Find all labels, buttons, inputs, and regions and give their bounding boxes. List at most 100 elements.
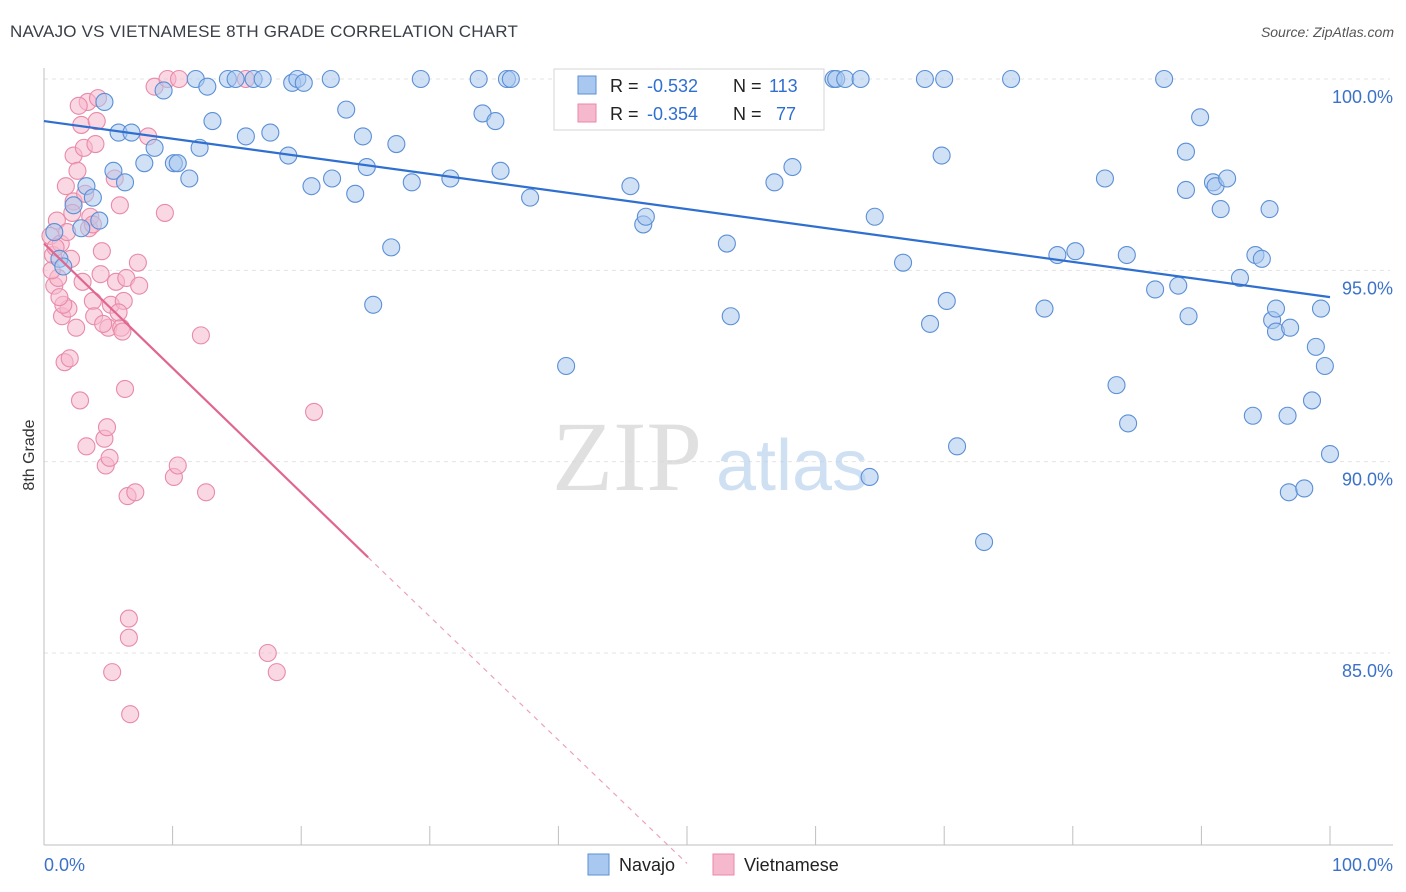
trend-lines xyxy=(43,120,1331,864)
navajo-point xyxy=(1095,169,1114,188)
navajo-point xyxy=(1311,299,1331,318)
navajo-point xyxy=(1211,200,1230,219)
navajo-point xyxy=(1295,479,1314,498)
y-axis-label: 8th Grade xyxy=(21,419,38,490)
navajo-point xyxy=(1278,406,1297,425)
navajo-point xyxy=(469,69,488,89)
vietnamese-point xyxy=(92,242,111,261)
navajo-points xyxy=(45,69,1340,552)
navajo-point xyxy=(411,69,430,89)
series-legend: Navajo Vietnamese xyxy=(587,853,839,876)
series-legend-navajo-swatch xyxy=(587,853,610,876)
navajo-point xyxy=(1176,180,1196,200)
chart-title: NAVAJO VS VIETNAMESE 8TH GRADE CORRELATI… xyxy=(10,22,519,41)
x-tick-label: 0.0% xyxy=(44,855,85,875)
vietnamese-point xyxy=(128,253,147,272)
vietnamese-point xyxy=(113,322,132,341)
vietnamese-point xyxy=(119,609,138,628)
navajo-point xyxy=(937,291,956,310)
navajo-point xyxy=(1302,391,1322,410)
legend-navajo-r-label: R = xyxy=(610,76,639,96)
navajo-point xyxy=(198,77,217,96)
vietnamese-trend-line xyxy=(43,242,369,559)
vietnamese-point xyxy=(70,391,90,410)
vietnamese-point xyxy=(305,402,324,421)
navajo-point xyxy=(203,112,222,131)
navajo-point xyxy=(104,161,123,180)
navajo-point xyxy=(1179,307,1198,326)
navajo-trend-line xyxy=(43,120,1331,299)
navajo-point xyxy=(83,188,102,207)
vietnamese-point xyxy=(109,303,128,322)
series-legend-viet-swatch xyxy=(712,853,735,876)
navajo-point xyxy=(1117,245,1136,265)
navajo-point xyxy=(253,69,272,89)
source-label: Source: ZipAtlas.com xyxy=(1260,24,1394,40)
navajo-point xyxy=(860,467,879,487)
navajo-point xyxy=(95,92,114,112)
watermark: ZIP atlas xyxy=(552,401,868,512)
navajo-point xyxy=(90,211,109,230)
vietnamese-point xyxy=(50,288,69,307)
navajo-point xyxy=(865,207,884,226)
navajo-point xyxy=(851,69,870,89)
navajo-point xyxy=(1279,483,1298,502)
navajo-point xyxy=(1266,299,1286,318)
navajo-point xyxy=(948,437,967,456)
vietnamese-point xyxy=(267,663,286,682)
navajo-point xyxy=(54,257,73,276)
navajo-point xyxy=(45,223,64,242)
legend-navajo-swatch xyxy=(577,75,597,95)
navajo-point xyxy=(364,295,383,314)
navajo-point xyxy=(1146,280,1165,299)
vietnamese-point xyxy=(83,291,102,310)
navajo-point xyxy=(168,154,187,173)
watermark-atlas: atlas xyxy=(716,426,868,506)
vietnamese-point xyxy=(68,161,87,180)
vietnamese-point xyxy=(168,456,187,475)
vietnamese-point xyxy=(126,483,145,502)
navajo-point xyxy=(932,146,951,165)
navajo-point xyxy=(115,173,135,192)
navajo-point xyxy=(1230,268,1250,288)
navajo-point xyxy=(765,173,784,192)
vietnamese-trend-extension xyxy=(367,556,688,864)
y-tick-label: 95.0% xyxy=(1342,278,1393,298)
navajo-point xyxy=(337,100,356,119)
navajo-point xyxy=(717,234,736,253)
navajo-point xyxy=(557,356,576,376)
vietnamese-point xyxy=(121,705,140,724)
navajo-point xyxy=(836,69,855,89)
navajo-point xyxy=(621,177,640,196)
navajo-point xyxy=(226,69,245,89)
y-tick-label: 90.0% xyxy=(1342,470,1393,490)
y-tick-label: 85.0% xyxy=(1342,661,1393,681)
navajo-point xyxy=(353,127,372,146)
navajo-point xyxy=(1191,108,1210,127)
legend-viet-n-value: 77 xyxy=(776,104,796,124)
navajo-point xyxy=(491,161,510,180)
navajo-point xyxy=(323,169,342,188)
vietnamese-point xyxy=(119,628,138,647)
vietnamese-point xyxy=(110,196,129,215)
vietnamese-point xyxy=(60,349,79,368)
navajo-point xyxy=(1252,249,1271,268)
navajo-point xyxy=(1281,318,1300,337)
navajo-point xyxy=(1002,69,1021,89)
navajo-point xyxy=(302,177,321,196)
vietnamese-point xyxy=(258,643,277,663)
navajo-point xyxy=(135,154,154,173)
vietnamese-point xyxy=(169,69,189,89)
navajo-point xyxy=(721,307,740,326)
navajo-point xyxy=(521,188,540,207)
navajo-point xyxy=(783,157,802,177)
series-legend-navajo-label: Navajo xyxy=(619,855,675,875)
vietnamese-point xyxy=(191,326,210,345)
navajo-point xyxy=(64,196,83,215)
vietnamese-point xyxy=(87,112,106,131)
x-tick-label: 100.0% xyxy=(1332,855,1393,875)
axes xyxy=(43,68,1393,846)
vietnamese-point xyxy=(97,418,117,437)
navajo-point xyxy=(154,81,173,100)
